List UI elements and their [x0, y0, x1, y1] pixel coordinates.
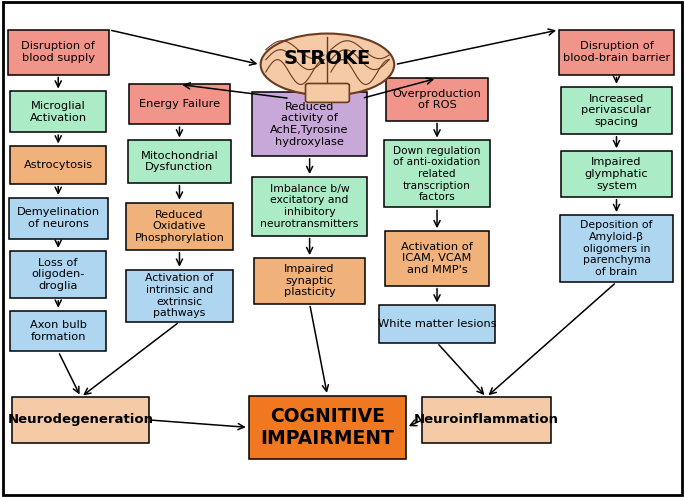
Text: White matter lesions: White matter lesions — [377, 319, 497, 329]
Text: Astrocytosis: Astrocytosis — [24, 160, 92, 170]
FancyBboxPatch shape — [252, 177, 367, 236]
Text: Increased
perivascular
spacing: Increased perivascular spacing — [582, 94, 651, 127]
FancyBboxPatch shape — [385, 231, 489, 286]
Text: Imbalance b/w
excitatory and
inhibitory
neurotransmitters: Imbalance b/w excitatory and inhibitory … — [260, 184, 359, 229]
Text: Neuroinflammation: Neuroinflammation — [414, 414, 559, 426]
FancyBboxPatch shape — [559, 30, 674, 75]
Text: STROKE: STROKE — [284, 49, 371, 68]
FancyBboxPatch shape — [9, 198, 108, 239]
FancyBboxPatch shape — [254, 258, 365, 304]
FancyBboxPatch shape — [10, 250, 106, 298]
FancyBboxPatch shape — [561, 151, 672, 197]
FancyBboxPatch shape — [8, 30, 109, 75]
Text: Down regulation
of anti-oxidation
related
transcription
factors: Down regulation of anti-oxidation relate… — [393, 146, 481, 202]
Ellipse shape — [260, 34, 395, 95]
Text: Energy Failure: Energy Failure — [139, 99, 220, 109]
Text: Neurodegeneration: Neurodegeneration — [8, 414, 154, 426]
Text: Demyelination
of neurons: Demyelination of neurons — [16, 207, 100, 229]
FancyBboxPatch shape — [249, 396, 406, 459]
Text: Reduced
activity of
AchE,Tyrosine
hydroxylase: Reduced activity of AchE,Tyrosine hydrox… — [271, 102, 349, 147]
Text: Deposition of
Amyloid-β
oligomers in
parenchyma
of brain: Deposition of Amyloid-β oligomers in par… — [580, 220, 653, 277]
FancyBboxPatch shape — [129, 84, 230, 124]
Text: Disruption of
blood-brain barrier: Disruption of blood-brain barrier — [563, 41, 670, 63]
Text: Microglial
Activation: Microglial Activation — [29, 101, 87, 123]
Text: Activation of
intrinsic and
extrinsic
pathways: Activation of intrinsic and extrinsic pa… — [145, 273, 214, 318]
Text: COGNITIVE
IMPAIRMENT: COGNITIVE IMPAIRMENT — [260, 407, 395, 448]
Text: Impaired
glymphatic
system: Impaired glymphatic system — [585, 158, 648, 190]
FancyBboxPatch shape — [10, 311, 106, 351]
FancyBboxPatch shape — [10, 146, 106, 183]
FancyBboxPatch shape — [422, 397, 551, 443]
Text: Mitochondrial
Dysfunction: Mitochondrial Dysfunction — [140, 151, 219, 172]
FancyBboxPatch shape — [306, 83, 349, 102]
FancyBboxPatch shape — [384, 140, 490, 208]
Text: Impaired
synaptic
plasticity: Impaired synaptic plasticity — [284, 264, 336, 297]
FancyBboxPatch shape — [10, 91, 106, 132]
FancyBboxPatch shape — [379, 305, 495, 343]
FancyBboxPatch shape — [126, 202, 232, 249]
Text: Axon bulb
formation: Axon bulb formation — [29, 320, 87, 342]
FancyBboxPatch shape — [386, 78, 488, 120]
Text: Disruption of
blood supply: Disruption of blood supply — [21, 41, 95, 63]
FancyBboxPatch shape — [126, 269, 232, 322]
FancyBboxPatch shape — [252, 92, 367, 156]
Text: Activation of
ICAM, VCAM
and MMP's: Activation of ICAM, VCAM and MMP's — [401, 242, 473, 275]
FancyBboxPatch shape — [561, 86, 672, 134]
Text: Reduced
Oxidative
Phosphorylation: Reduced Oxidative Phosphorylation — [134, 210, 225, 243]
Text: Overproduction
of ROS: Overproduction of ROS — [393, 88, 482, 110]
FancyBboxPatch shape — [560, 215, 673, 282]
Text: Loss of
oligoden-
droglia: Loss of oligoden- droglia — [32, 258, 85, 291]
FancyBboxPatch shape — [12, 397, 149, 443]
FancyBboxPatch shape — [128, 140, 231, 182]
